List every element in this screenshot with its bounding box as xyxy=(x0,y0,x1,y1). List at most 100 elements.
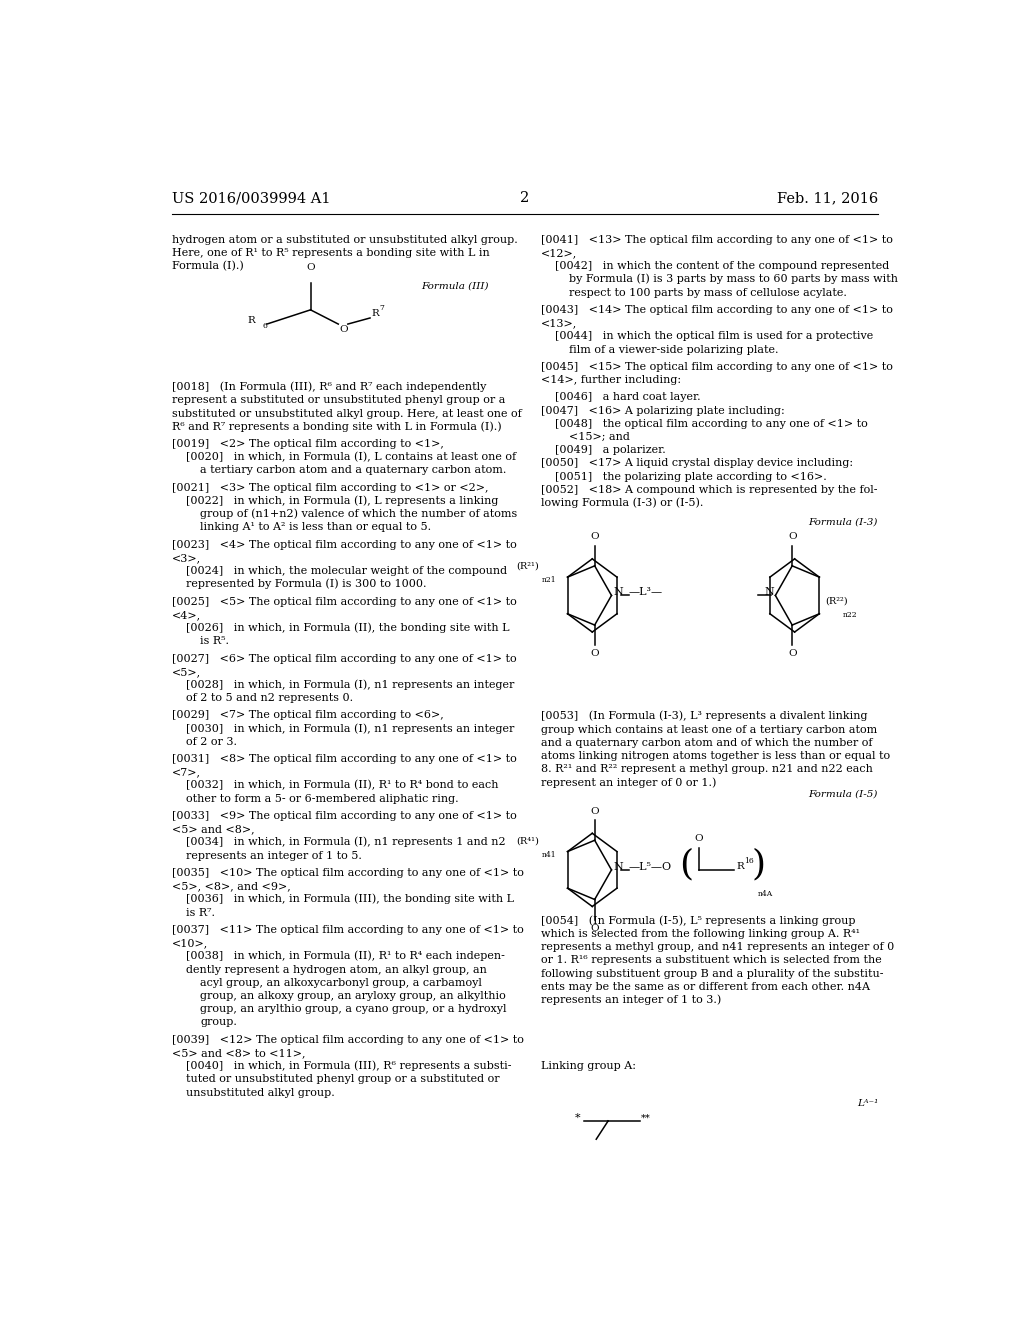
Text: [0031]   <8> The optical film according to any one of <1> to: [0031] <8> The optical film according to… xyxy=(172,754,516,764)
Text: n4A: n4A xyxy=(758,890,773,898)
Text: [0030]   in which, in Formula (I), n1 represents an integer: [0030] in which, in Formula (I), n1 repr… xyxy=(186,723,514,734)
Text: (: ( xyxy=(679,847,693,882)
Text: represents an integer of 1 to 3.): represents an integer of 1 to 3.) xyxy=(541,994,721,1005)
Text: linking A¹ to A² is less than or equal to 5.: linking A¹ to A² is less than or equal t… xyxy=(201,523,431,532)
Text: R: R xyxy=(736,862,743,871)
Text: [0027]   <6> The optical film according to any one of <1> to: [0027] <6> The optical film according to… xyxy=(172,653,516,664)
Text: [0024]   in which, the molecular weight of the compound: [0024] in which, the molecular weight of… xyxy=(186,566,507,576)
Text: n41: n41 xyxy=(543,850,557,859)
Text: [0053]   (In Formula (I-3), L³ represents a divalent linking: [0053] (In Formula (I-3), L³ represents … xyxy=(541,711,867,722)
Text: [0048]   the optical film according to any one of <1> to: [0048] the optical film according to any… xyxy=(555,418,867,429)
Text: <14>, further including:: <14>, further including: xyxy=(541,375,681,385)
Text: **: ** xyxy=(641,1113,650,1122)
Text: unsubstituted alkyl group.: unsubstituted alkyl group. xyxy=(186,1088,335,1097)
Text: group.: group. xyxy=(201,1018,238,1027)
Text: [0021]   <3> The optical film according to <1> or <2>,: [0021] <3> The optical film according to… xyxy=(172,483,488,492)
Text: n21: n21 xyxy=(543,577,557,585)
Text: [0042]   in which the content of the compound represented: [0042] in which the content of the compo… xyxy=(555,261,889,271)
Text: group of (n1+n2) valence of which the number of atoms: group of (n1+n2) valence of which the nu… xyxy=(201,508,517,519)
Text: 8. R²¹ and R²² represent a methyl group. n21 and n22 each: 8. R²¹ and R²² represent a methyl group.… xyxy=(541,764,872,775)
Text: [0038]   in which, in Formula (II), R¹ to R⁴ each indepen-: [0038] in which, in Formula (II), R¹ to … xyxy=(186,950,505,961)
Text: ents may be the same as or different from each other. n4A: ents may be the same as or different fro… xyxy=(541,982,869,991)
Text: [0054]   (In Formula (I-5), L⁵ represents a linking group: [0054] (In Formula (I-5), L⁵ represents … xyxy=(541,915,855,925)
Text: of 2 to 5 and n2 represents 0.: of 2 to 5 and n2 represents 0. xyxy=(186,693,353,704)
Text: [0034]   in which, in Formula (I), n1 represents 1 and n2: [0034] in which, in Formula (I), n1 repr… xyxy=(186,837,506,847)
Text: Here, one of R¹ to R⁵ represents a bonding site with L in: Here, one of R¹ to R⁵ represents a bondi… xyxy=(172,248,489,257)
Text: O: O xyxy=(591,807,599,816)
Text: O: O xyxy=(591,924,599,933)
Text: <10>,: <10>, xyxy=(172,939,208,948)
Text: hydrogen atom or a substituted or unsubstituted alkyl group.: hydrogen atom or a substituted or unsubs… xyxy=(172,235,517,244)
Text: is R⁷.: is R⁷. xyxy=(186,908,215,917)
Text: O: O xyxy=(339,325,348,334)
Text: represented by Formula (I) is 300 to 1000.: represented by Formula (I) is 300 to 100… xyxy=(186,578,426,589)
Text: [0019]   <2> The optical film according to <1>,: [0019] <2> The optical film according to… xyxy=(172,440,443,449)
Text: which is selected from the following linking group A. R⁴¹: which is selected from the following lin… xyxy=(541,929,860,939)
Text: 7: 7 xyxy=(380,304,384,312)
Text: represents an integer of 1 to 5.: represents an integer of 1 to 5. xyxy=(186,850,361,861)
Text: lowing Formula (I-3) or (I-5).: lowing Formula (I-3) or (I-5). xyxy=(541,498,703,508)
Text: <3>,: <3>, xyxy=(172,553,201,562)
Text: 6: 6 xyxy=(262,322,267,330)
Text: [0037]   <11> The optical film according to any one of <1> to: [0037] <11> The optical film according t… xyxy=(172,925,523,935)
Text: R: R xyxy=(247,315,255,325)
Text: *: * xyxy=(574,1113,581,1123)
Text: [0045]   <15> The optical film according to any one of <1> to: [0045] <15> The optical film according t… xyxy=(541,362,893,372)
Text: <5> and <8>,: <5> and <8>, xyxy=(172,824,254,834)
Text: represents a methyl group, and n41 represents an integer of 0: represents a methyl group, and n41 repre… xyxy=(541,942,894,952)
Text: <12>,: <12>, xyxy=(541,248,577,257)
Text: Formula (I-3): Formula (I-3) xyxy=(809,517,878,527)
Text: of 2 or 3.: of 2 or 3. xyxy=(186,737,237,747)
Text: acyl group, an alkoxycarbonyl group, a carbamoyl: acyl group, an alkoxycarbonyl group, a c… xyxy=(201,978,482,987)
Text: group, an arylthio group, a cyano group, or a hydroxyl: group, an arylthio group, a cyano group,… xyxy=(201,1005,507,1014)
Text: n22: n22 xyxy=(843,611,858,619)
Text: Lᴬ⁻¹: Lᴬ⁻¹ xyxy=(857,1098,878,1107)
Text: respect to 100 parts by mass of cellulose acylate.: respect to 100 parts by mass of cellulos… xyxy=(569,288,847,297)
Text: [0051]   the polarizing plate according to <16>.: [0051] the polarizing plate according to… xyxy=(555,471,826,482)
Text: R⁶ and R⁷ represents a bonding site with L in Formula (I).): R⁶ and R⁷ represents a bonding site with… xyxy=(172,421,502,432)
Text: dently represent a hydrogen atom, an alkyl group, an: dently represent a hydrogen atom, an alk… xyxy=(186,965,486,974)
Text: substituted or unsubstituted alkyl group. Here, at least one of: substituted or unsubstituted alkyl group… xyxy=(172,409,521,418)
Text: [0040]   in which, in Formula (III), R⁶ represents a substi-: [0040] in which, in Formula (III), R⁶ re… xyxy=(186,1060,511,1071)
Text: Formula (I-5): Formula (I-5) xyxy=(809,789,878,799)
Text: R: R xyxy=(372,309,379,318)
Text: (R²¹): (R²¹) xyxy=(516,562,539,572)
Text: [0029]   <7> The optical film according to <6>,: [0029] <7> The optical film according to… xyxy=(172,710,443,721)
Text: group which contains at least one of a tertiary carbon atom: group which contains at least one of a t… xyxy=(541,725,877,735)
Text: [0033]   <9> The optical film according to any one of <1> to: [0033] <9> The optical film according to… xyxy=(172,810,516,821)
Text: <15>; and: <15>; and xyxy=(569,432,630,442)
Text: <5>,: <5>, xyxy=(172,667,201,677)
Text: Feb. 11, 2016: Feb. 11, 2016 xyxy=(776,191,878,205)
Text: atoms linking nitrogen atoms together is less than or equal to: atoms linking nitrogen atoms together is… xyxy=(541,751,890,762)
Text: by Formula (I) is 3 parts by mass to 60 parts by mass with: by Formula (I) is 3 parts by mass to 60 … xyxy=(569,273,898,284)
Text: <5>, <8>, and <9>,: <5>, <8>, and <9>, xyxy=(172,882,291,891)
Text: [0035]   <10> The optical film according to any one of <1> to: [0035] <10> The optical film according t… xyxy=(172,869,523,878)
Text: Formula (III): Formula (III) xyxy=(422,281,489,290)
Text: group, an alkoxy group, an aryloxy group, an alkylthio: group, an alkoxy group, an aryloxy group… xyxy=(201,991,506,1001)
Text: (R⁴¹): (R⁴¹) xyxy=(516,837,539,845)
Text: 16: 16 xyxy=(744,857,754,865)
Text: other to form a 5- or 6-membered aliphatic ring.: other to form a 5- or 6-membered aliphat… xyxy=(186,793,459,804)
Text: [0050]   <17> A liquid crystal display device including:: [0050] <17> A liquid crystal display dev… xyxy=(541,458,853,469)
Text: [0032]   in which, in Formula (II), R¹ to R⁴ bond to each: [0032] in which, in Formula (II), R¹ to … xyxy=(186,780,499,791)
Text: <13>,: <13>, xyxy=(541,318,577,329)
Text: tuted or unsubstituted phenyl group or a substituted or: tuted or unsubstituted phenyl group or a… xyxy=(186,1074,500,1084)
Text: [0044]   in which the optical film is used for a protective: [0044] in which the optical film is used… xyxy=(555,331,873,342)
Text: film of a viewer-side polarizing plate.: film of a viewer-side polarizing plate. xyxy=(569,345,778,355)
Text: [0023]   <4> The optical film according to any one of <1> to: [0023] <4> The optical film according to… xyxy=(172,540,516,549)
Text: Formula (I).): Formula (I).) xyxy=(172,261,244,271)
Text: [0022]   in which, in Formula (I), L represents a linking: [0022] in which, in Formula (I), L repre… xyxy=(186,495,499,506)
Text: 2: 2 xyxy=(520,191,529,205)
Text: [0025]   <5> The optical film according to any one of <1> to: [0025] <5> The optical film according to… xyxy=(172,597,516,607)
Text: [0046]   a hard coat layer.: [0046] a hard coat layer. xyxy=(555,392,700,403)
Text: [0020]   in which, in Formula (I), L contains at least one of: [0020] in which, in Formula (I), L conta… xyxy=(186,451,516,462)
Text: [0052]   <18> A compound which is represented by the fol-: [0052] <18> A compound which is represen… xyxy=(541,484,878,495)
Text: [0049]   a polarizer.: [0049] a polarizer. xyxy=(555,445,666,455)
Text: —L³—: —L³— xyxy=(629,587,664,598)
Text: a tertiary carbon atom and a quaternary carbon atom.: a tertiary carbon atom and a quaternary … xyxy=(201,466,507,475)
Text: O: O xyxy=(591,649,599,659)
Text: or 1. R¹⁶ represents a substituent which is selected from the: or 1. R¹⁶ represents a substituent which… xyxy=(541,956,882,965)
Text: [0026]   in which, in Formula (II), the bonding site with L: [0026] in which, in Formula (II), the bo… xyxy=(186,623,509,634)
Text: [0043]   <14> The optical film according to any one of <1> to: [0043] <14> The optical film according t… xyxy=(541,305,893,315)
Text: <5> and <8> to <11>,: <5> and <8> to <11>, xyxy=(172,1048,305,1057)
